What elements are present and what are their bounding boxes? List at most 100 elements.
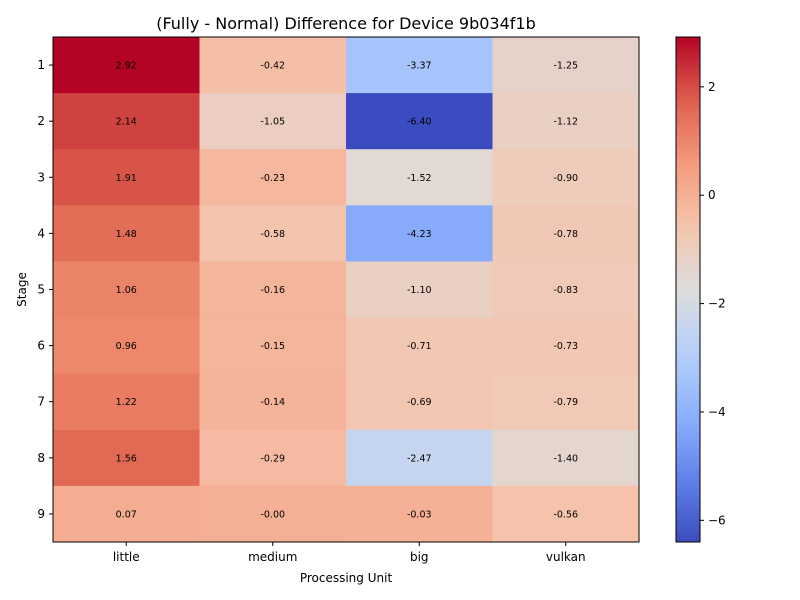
heatmap-cell [346,429,493,487]
cell-value-label: 1.06 [116,285,137,296]
x-axis-ticks: little medium big vulkan [113,542,586,564]
cell-value-label: -0.03 [407,509,432,520]
cell-value-label: -0.16 [260,285,285,296]
heatmap-cell [199,205,347,262]
heatmap-cell [492,93,640,150]
heatmap-cell [53,149,200,206]
x-tick-label: medium [248,550,297,564]
heatmap-cell [492,429,640,487]
x-tick-label: big [410,550,429,564]
x-tick-label: vulkan [546,550,586,564]
cell-value-label: -0.73 [553,341,578,352]
y-tick-label: 5 [37,283,45,297]
colorbar-tick-label: 2 [708,80,716,94]
heatmap-cell [53,373,200,431]
cell-value-label: 2.14 [116,117,137,128]
heatmap-cell [346,317,493,375]
cell-value-label: -0.14 [260,397,285,408]
chart-title: (Fully - Normal) Difference for Device 9… [156,14,536,33]
cell-value-label: 0.96 [116,341,137,352]
heatmap-cell [199,149,347,206]
heatmap-cell [53,429,200,487]
heatmap-cell [53,261,200,319]
colorbar-tick-label: −6 [708,513,726,527]
heatmap-cell [53,205,200,262]
x-tick-label: little [113,550,140,564]
heatmap-cell [492,317,640,375]
y-axis-ticks: 1 2 3 4 5 6 7 8 9 [37,58,53,521]
heatmap-cell [53,485,200,543]
colorbar-gradient [675,36,701,543]
cell-value-label: -1.25 [553,61,578,72]
heatmap-cell [492,205,640,262]
cell-value-label: 1.56 [116,453,137,464]
colorbar-tick-label: 0 [708,188,716,202]
y-tick-label: 6 [37,339,45,353]
y-tick-label: 8 [37,451,45,465]
heatmap-cell [53,37,200,94]
cell-value-label: -0.23 [260,173,285,184]
heatmap-cell [199,37,347,94]
heatmap-cell [492,373,640,431]
cell-value-label: -0.90 [553,173,578,184]
heatmap-cell [346,93,493,150]
cell-value-label: -0.69 [407,397,432,408]
cell-value-label: 2.92 [116,61,137,72]
y-tick-label: 1 [37,58,45,72]
cell-value-label: -0.42 [260,61,285,72]
heatmap-cell [199,93,347,150]
cell-value-label: -4.23 [407,229,432,240]
heatmap-cell [53,93,200,150]
cell-value-label: 0.07 [116,509,137,520]
cell-value-label: -0.00 [260,509,285,520]
cell-value-label: -0.56 [553,509,578,520]
heatmap-cell [199,261,347,319]
heatmap-cell [346,485,493,543]
heatmap-cell [53,317,200,375]
heatmap-cell-labels: 2.92 -0.42 -3.37 -1.25 2.14 -1.05 -6.40 -1.12 1.… [116,61,578,521]
cell-value-label: -0.71 [407,341,432,352]
heatmap-cell [346,205,493,262]
heatmap-cell [199,429,347,487]
heatmap-cell [199,373,347,431]
cell-value-label: -2.47 [407,453,432,464]
cell-value-label: -0.58 [260,229,285,240]
cell-value-label: -1.10 [407,285,432,296]
colorbar-tick-label: −4 [708,405,726,419]
y-tick-label: 2 [37,114,45,128]
cell-value-label: -0.29 [260,453,285,464]
cell-value-label: -0.79 [553,397,578,408]
heatmap-cell [346,261,493,319]
heatmap-cell [346,37,493,94]
cell-value-label: 1.48 [116,229,137,240]
cell-value-label: -0.78 [553,229,578,240]
heatmap-cell [492,37,640,94]
cell-value-label: 1.22 [116,397,137,408]
cell-value-label: -6.40 [407,117,432,128]
y-axis-label: Stage [15,272,29,307]
heatmap-cell [492,485,640,543]
colorbar-tick-label: −2 [708,297,726,311]
heatmap-cell [199,317,347,375]
heatmap-cells [53,37,640,543]
heatmap-cell [492,261,640,319]
heatmap-cell [492,149,640,206]
y-tick-label: 7 [37,395,45,409]
cell-value-label: -1.05 [260,117,285,128]
cell-value-label: -1.52 [407,173,432,184]
colorbar: 2 0 −2 −4 −6 [675,36,726,543]
y-tick-label: 4 [37,226,45,240]
cell-value-label: -1.40 [553,453,578,464]
cell-value-label: -1.12 [553,117,578,128]
y-tick-label: 3 [37,170,45,184]
x-axis-label: Processing Unit [300,571,393,585]
cell-value-label: -0.83 [553,285,578,296]
cell-value-label: -0.15 [260,341,285,352]
cell-value-label: -3.37 [407,61,432,72]
y-tick-label: 9 [37,507,45,521]
heatmap-cell [199,485,347,543]
cell-value-label: 1.91 [116,173,137,184]
heatmap-cell [346,373,493,431]
heatmap-cell [346,149,493,206]
